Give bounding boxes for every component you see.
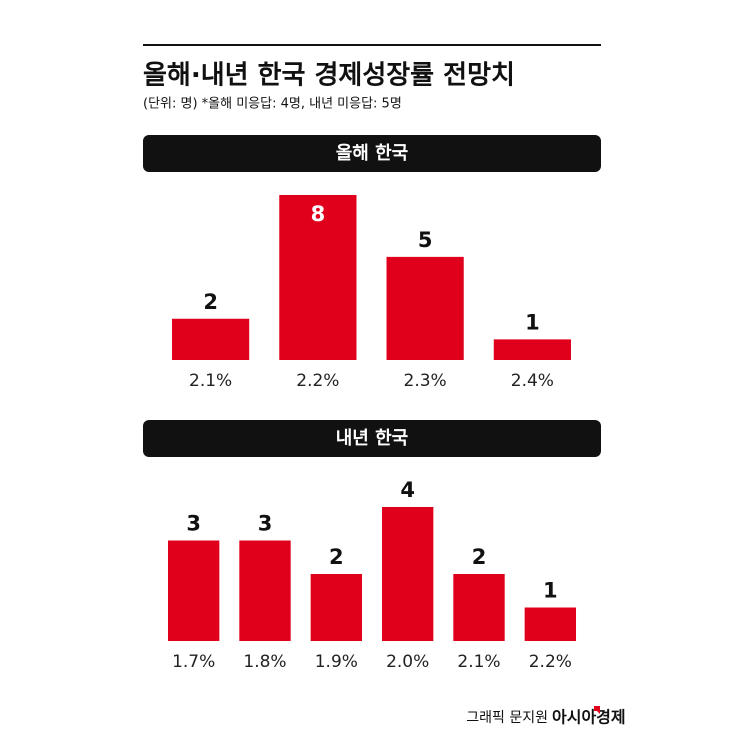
data-label: 1 (525, 310, 540, 334)
section-header (143, 135, 601, 172)
bar (453, 574, 505, 641)
bar (381, 507, 434, 641)
data-label: 2 (203, 290, 218, 314)
bar (524, 607, 577, 641)
subtitle: (단위: 명) *올해 미응답: 4명, 내년 미응답: 5명 (143, 97, 402, 112)
brand: 아시아경제 (552, 708, 626, 727)
x-tick-label: 2.3% (404, 371, 447, 391)
brand-mark (594, 706, 600, 714)
x-tick-label: 2.2% (529, 652, 572, 672)
bar (310, 574, 363, 641)
x-tick-label: 1.8% (243, 652, 286, 672)
bar (167, 540, 220, 641)
title: 올해·내년 한국 경제성장률 전망치 (143, 61, 515, 91)
data-label: 4 (400, 478, 415, 502)
bar (279, 195, 357, 360)
x-tick-label: 2.1% (189, 371, 232, 391)
bar (386, 256, 464, 360)
data-label: 3 (258, 512, 273, 536)
data-label: 3 (186, 512, 201, 536)
bar (239, 540, 291, 641)
credit: 그래픽 문지원 (466, 710, 548, 726)
chart-title: 내년 한국 (336, 428, 409, 449)
bar (493, 339, 571, 360)
data-label: 2 (472, 545, 487, 569)
data-label: 2 (329, 545, 344, 569)
x-tick-label: 2.0% (386, 652, 429, 672)
bar (172, 318, 250, 360)
x-tick-label: 2.2% (296, 371, 339, 391)
x-tick-label: 2.4% (511, 371, 554, 391)
chart-title: 올해 한국 (336, 143, 409, 164)
x-tick-label: 1.7% (172, 652, 215, 672)
data-label: 1 (543, 579, 558, 603)
data-label: 5 (418, 228, 433, 252)
data-label: 8 (311, 202, 326, 226)
section-header (143, 420, 601, 457)
x-tick-label: 2.1% (457, 652, 500, 672)
x-tick-label: 1.9% (315, 652, 358, 672)
